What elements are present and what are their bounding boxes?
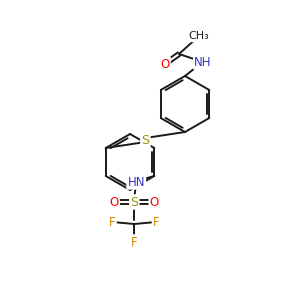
Text: F: F — [109, 215, 116, 229]
Text: HN: HN — [128, 176, 145, 188]
Text: O: O — [150, 196, 159, 208]
Text: O: O — [160, 58, 169, 70]
Text: S: S — [141, 134, 149, 146]
Text: S: S — [130, 196, 138, 208]
Text: NH: NH — [194, 56, 212, 68]
Text: F: F — [153, 215, 160, 229]
Text: CH₃: CH₃ — [189, 31, 209, 41]
Text: O: O — [110, 196, 119, 208]
Text: F: F — [131, 236, 138, 248]
